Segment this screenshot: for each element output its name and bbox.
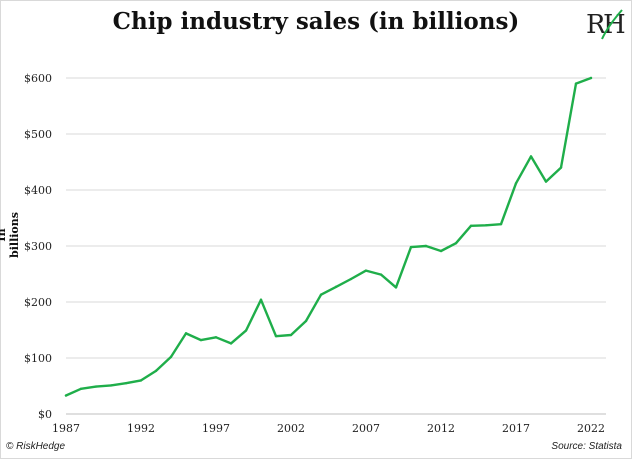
data-point [439, 249, 443, 253]
data-point [319, 293, 323, 296]
data-point [109, 384, 113, 387]
data-point [124, 382, 128, 385]
data-point [409, 245, 413, 249]
data-point [349, 277, 353, 281]
x-tick-label: 1987 [52, 422, 80, 435]
data-point [139, 379, 143, 382]
x-tick-label: 2012 [427, 422, 455, 435]
sales-line [64, 76, 593, 397]
data-point [154, 369, 158, 373]
data-point [424, 244, 428, 248]
data-point [499, 222, 503, 226]
data-point [289, 333, 293, 337]
data-point [214, 336, 218, 339]
y-tick-label: $100 [24, 352, 52, 365]
data-point [169, 355, 173, 359]
y-tick-label: $300 [24, 240, 52, 253]
y-tick-label: $400 [24, 184, 52, 197]
data-point [574, 82, 578, 85]
data-point [454, 242, 458, 245]
data-point [484, 224, 488, 227]
data-point [379, 273, 383, 276]
data-point [94, 385, 98, 388]
data-point [229, 342, 233, 345]
data-point [244, 329, 248, 332]
data-point [334, 285, 338, 289]
data-point [184, 332, 188, 335]
y-tick-label: $500 [24, 128, 52, 141]
source-text: Source: Statista [551, 441, 622, 452]
y-tick-label: $600 [24, 72, 52, 85]
y-tick-label: $0 [38, 408, 52, 421]
x-tick-label: 2017 [502, 422, 530, 435]
x-tick-label: 2022 [577, 422, 605, 435]
data-point [529, 155, 533, 158]
y-tick-label: $200 [24, 296, 52, 309]
data-point [274, 334, 278, 338]
x-tick-label: 1997 [202, 422, 230, 435]
data-point [199, 338, 203, 342]
data-point [469, 224, 473, 228]
copyright-text: © RiskHedge [6, 441, 66, 452]
data-point [544, 180, 548, 183]
data-point [394, 286, 398, 289]
data-point [559, 166, 563, 169]
x-tick-label: 2002 [277, 422, 305, 435]
data-point [514, 182, 518, 185]
data-point [304, 319, 308, 323]
chart-title: Chip industry sales (in billions) [112, 8, 520, 35]
data-point [259, 298, 263, 301]
x-tick-label: 2007 [352, 422, 380, 435]
data-point [364, 269, 368, 272]
data-point [64, 394, 68, 397]
svg-text:R: R [586, 10, 607, 40]
x-tick-label: 1992 [127, 422, 155, 435]
svg-text:H: H [603, 10, 626, 40]
data-point [589, 76, 593, 80]
data-point [79, 387, 83, 390]
riskhedge-logo: R H [586, 9, 626, 40]
